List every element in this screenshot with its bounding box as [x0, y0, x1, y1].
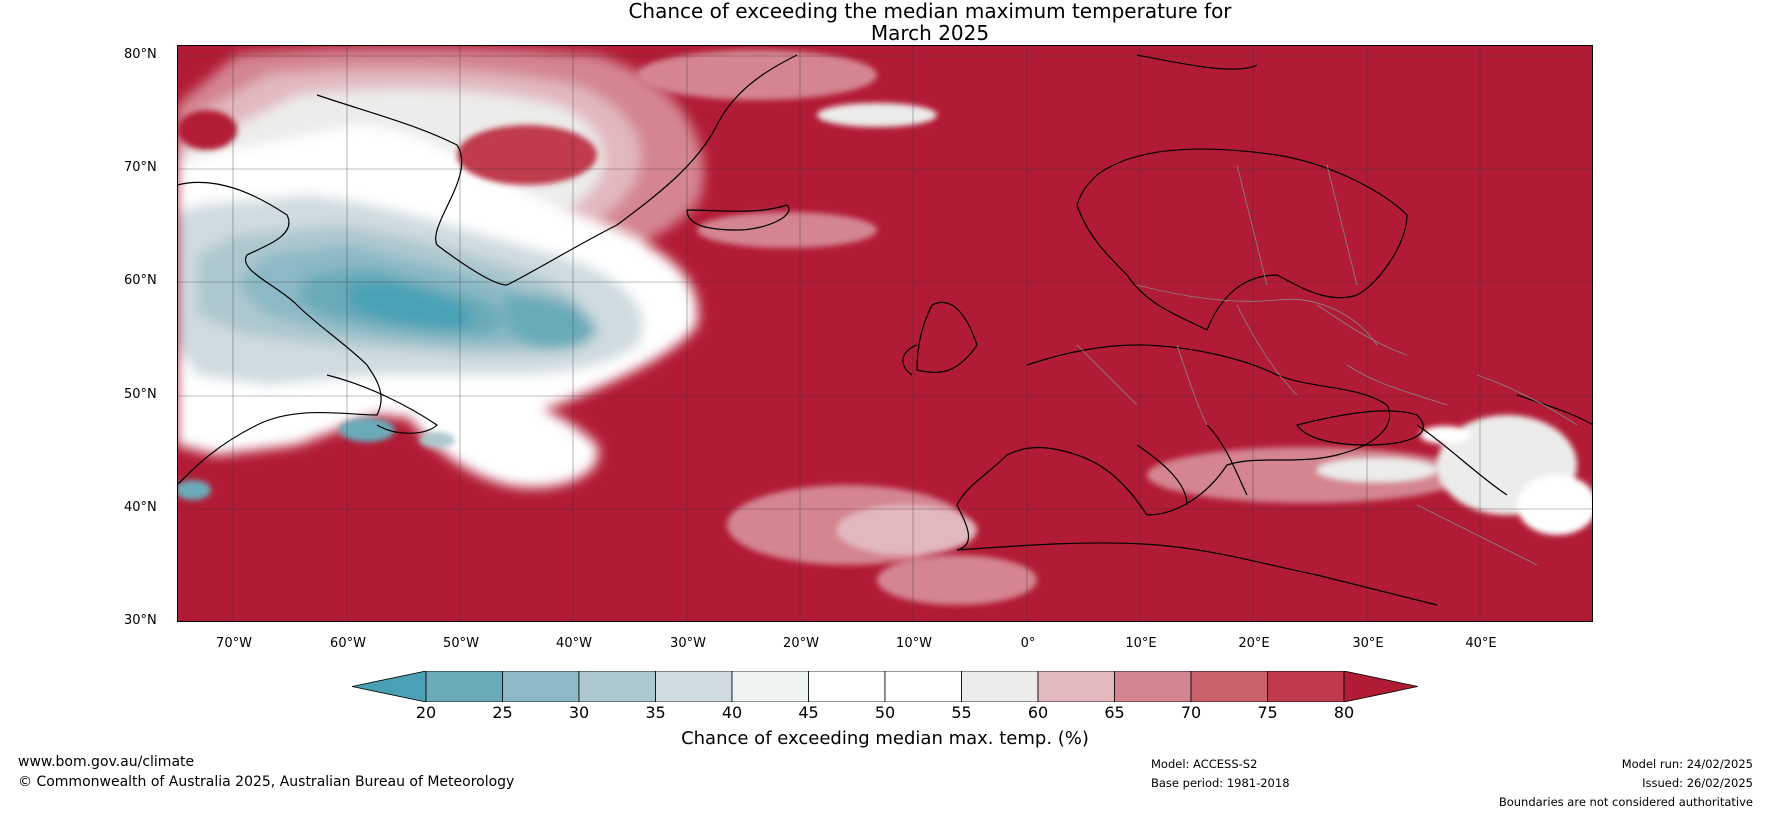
lon-label-40e: 40°E: [1465, 636, 1497, 651]
colorbar-segment: [884, 671, 962, 702]
lat-label-80n: 80°N: [124, 47, 157, 62]
website-text: www.bom.gov.au/climate: [18, 754, 195, 770]
colorbar-segment: [502, 671, 580, 702]
colorbar-tick-label: 40: [721, 703, 743, 722]
map-title: Chance of exceeding the median maximum t…: [0, 0, 1770, 44]
lon-label-10e: 10°E: [1125, 636, 1157, 651]
lon-label-50w: 50°W: [443, 636, 479, 651]
colorbar-tick-label: 75: [1257, 703, 1278, 722]
lon-label-40w: 40°W: [556, 636, 592, 651]
lon-label-30w: 30°W: [670, 636, 706, 651]
lat-label-60n: 60°N: [124, 273, 157, 288]
colorbar-segment: [961, 671, 1039, 702]
lat-label-70n: 70°N: [124, 160, 157, 175]
colorbar-tick-label: 70: [1180, 703, 1202, 722]
colorbar-tick-label: 60: [1027, 703, 1049, 722]
colorbar-segment: [1267, 671, 1345, 702]
lat-label-50n: 50°N: [124, 387, 157, 402]
lon-label-20e: 20°E: [1238, 636, 1270, 651]
colorbar-segment: [1037, 671, 1115, 702]
colorbar-segment: [1114, 671, 1192, 702]
colorbar-segment: [578, 671, 656, 702]
small-low-patches: [177, 50, 1593, 605]
colorbar-tick-label: 55: [951, 703, 972, 722]
lon-label-30e: 30°E: [1352, 636, 1384, 651]
coastlines: [177, 54, 1593, 606]
colorbar-tick-label: 50: [874, 703, 896, 722]
lon-label-70w: 70°W: [216, 636, 252, 651]
colorbar-tick-label: 25: [492, 703, 513, 722]
lat-label-30n: 30°N: [124, 613, 157, 628]
lat-label-40n: 40°N: [124, 500, 157, 515]
lon-label-0: 0°: [1020, 636, 1036, 651]
colorbar-tick-label: 35: [645, 703, 666, 722]
colorbar-segment: [425, 671, 503, 702]
disclaimer-text: Boundaries are not considered authoritat…: [1498, 795, 1753, 809]
lon-label-10w: 10°W: [896, 636, 932, 651]
copyright-text: © Commonwealth of Australia 2025, Austra…: [18, 774, 515, 790]
country-borders: [1076, 164, 1578, 566]
map-frame: [177, 45, 1593, 622]
forecast-map: [177, 45, 1593, 622]
colorbar-segment: [1190, 671, 1268, 702]
model-run-text: Model run: 24/02/2025: [1621, 757, 1753, 771]
issued-text: Issued: 26/02/2025: [1642, 776, 1753, 790]
base-period-text: Base period: 1981-2018: [1151, 776, 1290, 790]
lon-label-20w: 20°W: [783, 636, 819, 651]
lon-label-60w: 60°W: [330, 636, 366, 651]
title-line-1: Chance of exceeding the median maximum t…: [628, 0, 1232, 23]
colorbar-tick-label: 45: [798, 703, 819, 722]
colorbar-segment: [731, 671, 809, 702]
map-svg: [177, 45, 1593, 622]
colorbar-extension-high: [1343, 671, 1418, 702]
colorbar-segment: [808, 671, 886, 702]
model-text: Model: ACCESS-S2: [1151, 757, 1258, 771]
colorbar-tick-label: 80: [1333, 703, 1355, 722]
colorbar: [352, 671, 1418, 702]
colorbar-extension-low: [352, 671, 427, 702]
colorbar-label: Chance of exceeding median max. temp. (%…: [681, 728, 1089, 749]
colorbar-tick-label: 65: [1104, 703, 1125, 722]
title-line-2: March 2025: [870, 21, 990, 45]
graticule: [177, 45, 1593, 622]
colorbar-tick-label: 20: [415, 703, 437, 722]
colorbar-segment: [655, 671, 733, 702]
colorbar-tick-label: 30: [568, 703, 590, 722]
